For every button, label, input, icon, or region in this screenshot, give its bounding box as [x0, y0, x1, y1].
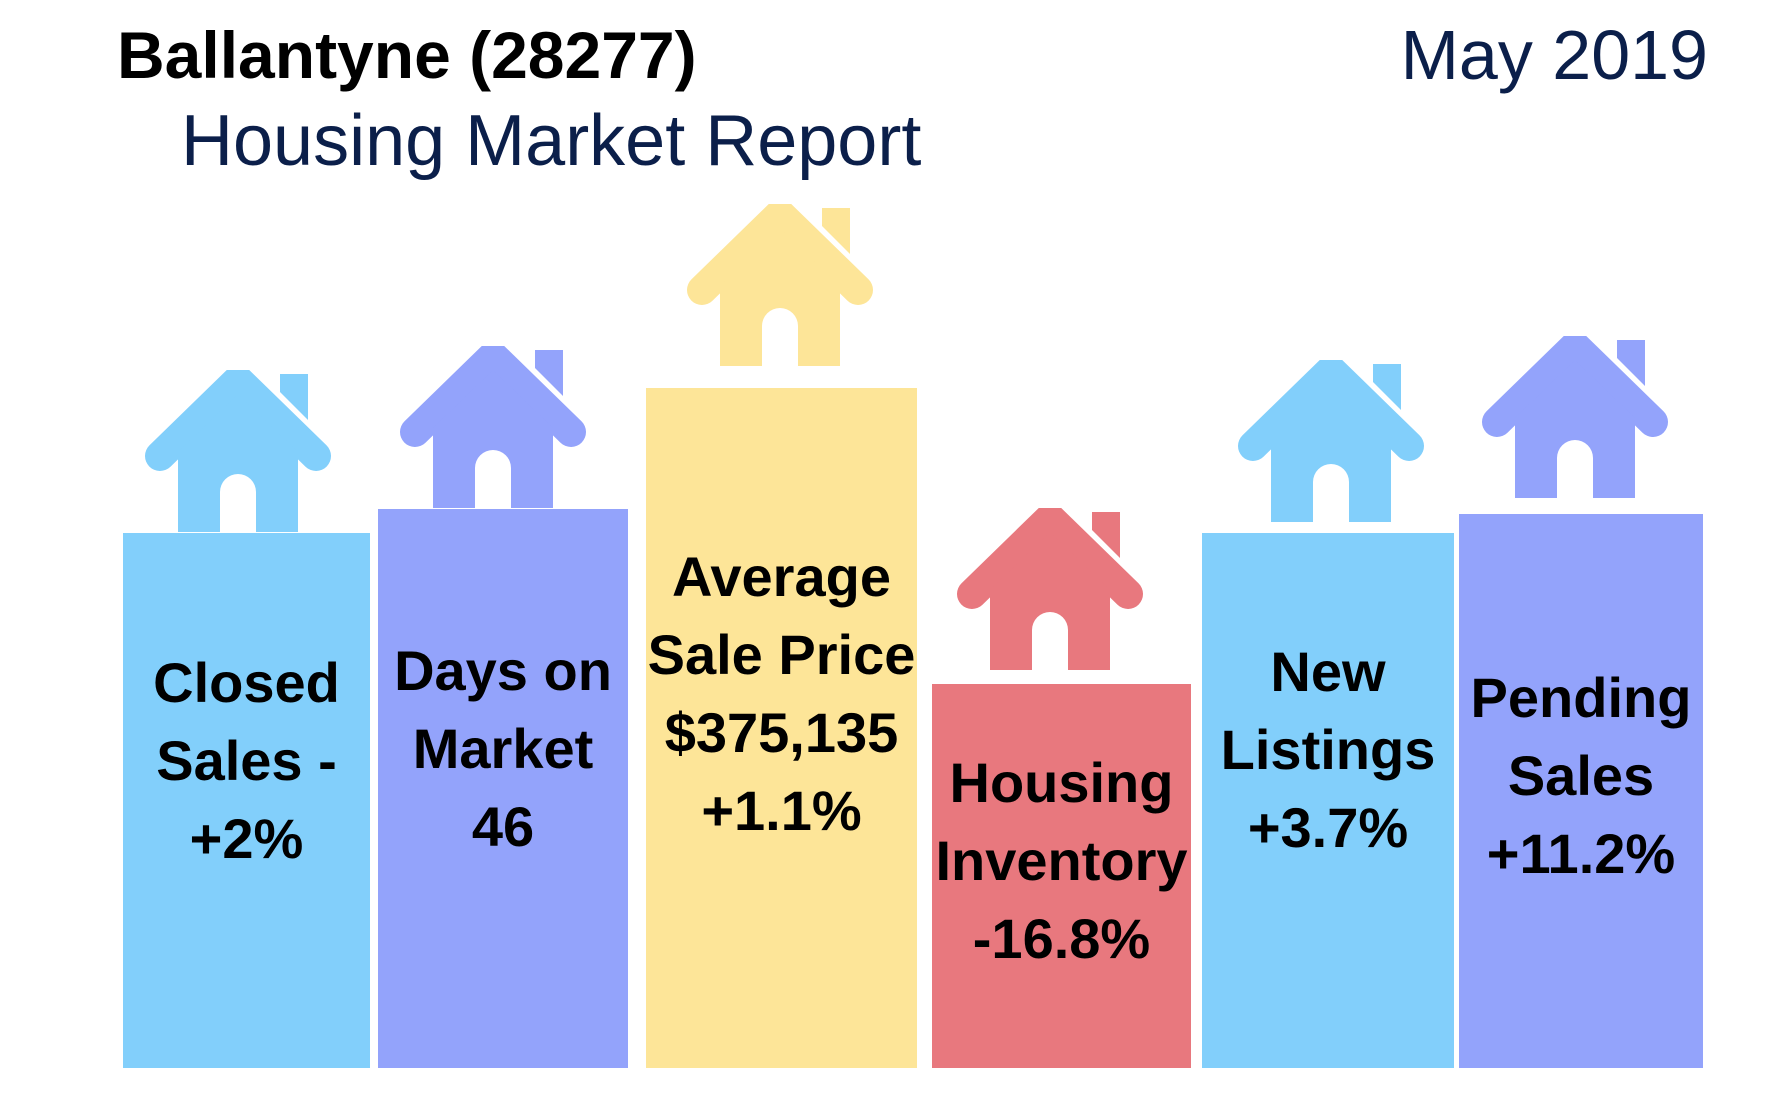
card-line: Pending — [1470, 666, 1692, 729]
card-line: New — [1270, 640, 1386, 703]
card-line: +11.2% — [1486, 822, 1676, 885]
report-date: May 2019 — [1400, 16, 1708, 94]
housing-inventory-card: Housing Inventory -16.8% — [932, 684, 1191, 1068]
card-line: $375,135 — [664, 701, 899, 764]
days-on-market-card: Days on Market 46 — [378, 509, 628, 1068]
closed-sales-card: Closed Sales - +2% — [123, 533, 370, 1068]
card-line: -16.8% — [972, 907, 1151, 970]
pending-sales-card: Pending Sales +11.2% — [1459, 514, 1703, 1068]
house-icon — [687, 204, 873, 366]
average-sale-price-card: Average Sale Price $375,135 +1.1% — [646, 388, 917, 1068]
house-icon — [145, 370, 331, 532]
house-icon — [1482, 336, 1668, 498]
new-listings-card: New Listings +3.7% — [1202, 533, 1454, 1068]
card-line: Market — [412, 716, 594, 780]
card-line: Closed — [153, 650, 340, 714]
house-icon — [957, 508, 1143, 670]
card-line: Sales — [1507, 744, 1655, 807]
card-line: Average — [672, 545, 891, 608]
report-title: Ballantyne (28277) — [117, 18, 697, 92]
house-icon — [400, 346, 586, 508]
card-line: Housing — [949, 751, 1174, 814]
card-line: Inventory — [935, 829, 1188, 892]
card-line: Listings — [1220, 718, 1436, 781]
house-icon — [1238, 360, 1424, 522]
card-line: Sale Price — [647, 623, 916, 686]
card-line: +1.1% — [701, 779, 862, 842]
card-line: 46 — [471, 794, 535, 858]
card-line: Sales - — [156, 728, 337, 792]
card-line: Days on — [394, 638, 612, 702]
card-line: +2% — [189, 806, 304, 870]
card-line: +3.7% — [1247, 796, 1409, 859]
report-subtitle: Housing Market Report — [181, 101, 922, 181]
